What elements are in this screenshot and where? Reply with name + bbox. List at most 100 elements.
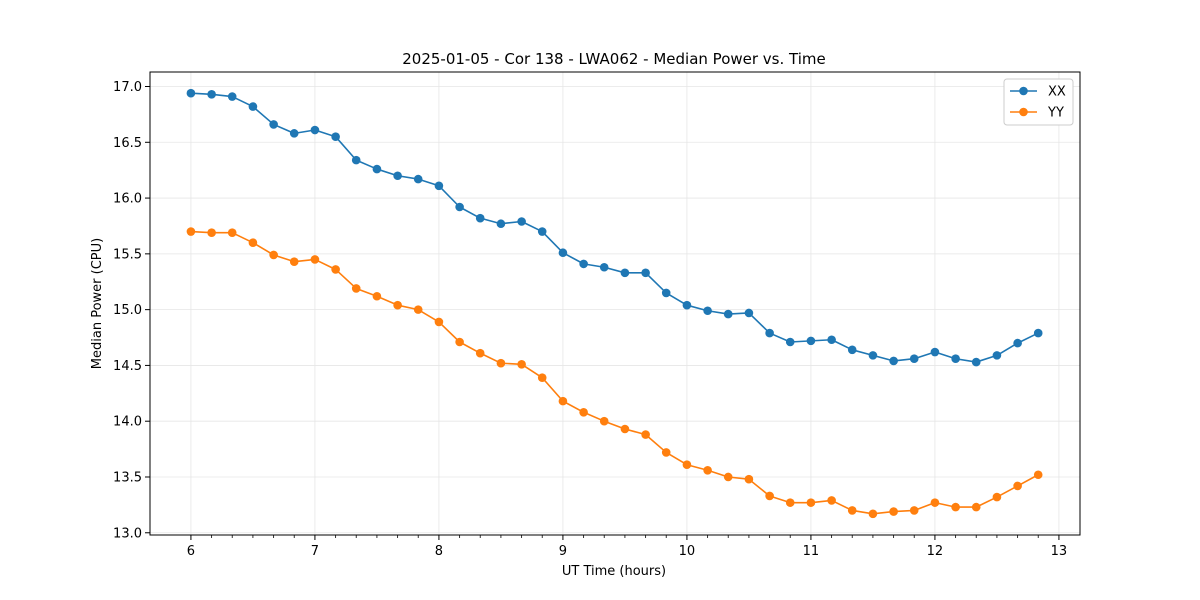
data-point-yy [620, 424, 630, 434]
data-point-xx [558, 248, 568, 258]
data-point-yy [434, 317, 444, 327]
data-point-yy [517, 360, 526, 369]
data-point-yy [661, 448, 671, 457]
legend-label-yy: YY [1047, 106, 1064, 121]
x-tick-label: 9 [559, 544, 567, 559]
data-point-xx [351, 155, 361, 165]
data-point-xx [868, 351, 878, 360]
data-point-xx [310, 125, 320, 135]
data-point-yy [806, 498, 816, 507]
data-point-xx [579, 259, 588, 269]
y-tick-label: 13.0 [113, 526, 142, 541]
y-tick-label: 15.0 [113, 303, 142, 318]
data-point-xx [661, 288, 671, 298]
data-point-xx [703, 306, 712, 316]
grid [150, 72, 1080, 535]
data-point-yy [186, 227, 196, 236]
data-point-yy [1013, 481, 1022, 491]
x-tick-label: 13 [1051, 544, 1068, 559]
data-point-xx [971, 357, 981, 367]
data-point-xx [1033, 328, 1043, 338]
data-point-yy [889, 507, 898, 516]
data-point-xx [475, 213, 485, 223]
data-point-xx [372, 164, 382, 174]
series-xx [186, 88, 1043, 367]
data-point-yy [909, 506, 919, 515]
data-point-xx [744, 308, 754, 318]
x-tick-label: 6 [187, 544, 195, 559]
data-point-yy [455, 337, 464, 347]
data-point-yy [496, 358, 506, 368]
data-point-xx [269, 120, 278, 129]
data-point-yy [868, 509, 878, 519]
data-point-xx [599, 262, 609, 272]
data-point-yy [351, 284, 361, 293]
data-point-yy [930, 498, 940, 507]
data-point-yy [579, 407, 588, 417]
data-point-xx [909, 354, 919, 364]
axes: 6 7 8 9 10 11 12 13 13.0 13.5 14.0 14.5 15.0 15.5 16.0… [113, 80, 1067, 559]
y-tick-label: 14.5 [113, 359, 142, 374]
x-tick-label: 11 [803, 544, 820, 559]
data-point-yy [744, 474, 754, 484]
legend-label-xx: XX [1048, 85, 1066, 100]
x-tick-label: 7 [311, 544, 319, 559]
data-point-yy [1033, 470, 1043, 480]
data-point-yy [537, 373, 547, 382]
y-tick-label: 13.5 [113, 470, 142, 485]
data-point-yy [227, 228, 237, 237]
data-point-xx [992, 351, 1002, 360]
data-point-yy [785, 498, 795, 507]
data-point-xx [248, 102, 258, 111]
x-tick-label: 10 [679, 544, 696, 559]
data-point-xx [847, 345, 857, 355]
data-point-yy [475, 348, 485, 358]
chart-title: 2025-01-05 - Cor 138 - LWA062 - Median P… [402, 50, 826, 68]
legend: XX YY [1003, 78, 1074, 126]
data-point-yy [289, 257, 299, 266]
data-point-xx [537, 227, 547, 236]
data-point-yy [413, 305, 423, 314]
data-point-xx [289, 129, 299, 138]
data-point-yy [847, 506, 857, 515]
data-point-xx [517, 217, 526, 226]
data-point-yy [682, 460, 692, 470]
data-point-xx [889, 356, 898, 366]
data-point-yy [393, 300, 402, 310]
data-point-yy [765, 491, 774, 501]
plot-area-frame [149, 71, 1081, 536]
data-point-xx [331, 132, 340, 142]
data-point-yy [827, 496, 836, 505]
legend-marker-xx [1019, 86, 1028, 96]
data-point-yy [269, 250, 278, 260]
data-point-xx [455, 202, 464, 212]
x-tick-label: 8 [435, 544, 443, 559]
y-tick-label: 15.5 [113, 247, 142, 262]
data-point-yy [310, 255, 320, 264]
data-point-yy [599, 416, 609, 426]
x-axis-label: UT Time (hours) [562, 564, 666, 579]
data-point-xx [641, 268, 650, 278]
legend-marker-yy [1019, 107, 1028, 117]
data-point-xx [393, 171, 402, 181]
data-point-xx [827, 335, 836, 345]
y-tick-label: 17.0 [113, 80, 142, 95]
data-point-xx [785, 337, 795, 347]
data-point-yy [248, 238, 258, 247]
data-point-xx [434, 181, 444, 191]
data-point-xx [951, 354, 960, 364]
data-point-yy [331, 265, 340, 274]
data-point-yy [372, 291, 382, 301]
data-point-yy [971, 502, 981, 512]
data-point-xx [1013, 338, 1022, 348]
data-point-xx [765, 328, 774, 338]
series-yy [186, 227, 1043, 519]
y-tick-label: 16.0 [113, 192, 142, 207]
data-point-xx [207, 90, 216, 99]
data-point-yy [641, 430, 650, 439]
y-tick-label: 16.5 [113, 136, 142, 151]
data-point-yy [703, 465, 712, 475]
data-point-yy [723, 472, 733, 482]
data-point-xx [620, 268, 630, 278]
